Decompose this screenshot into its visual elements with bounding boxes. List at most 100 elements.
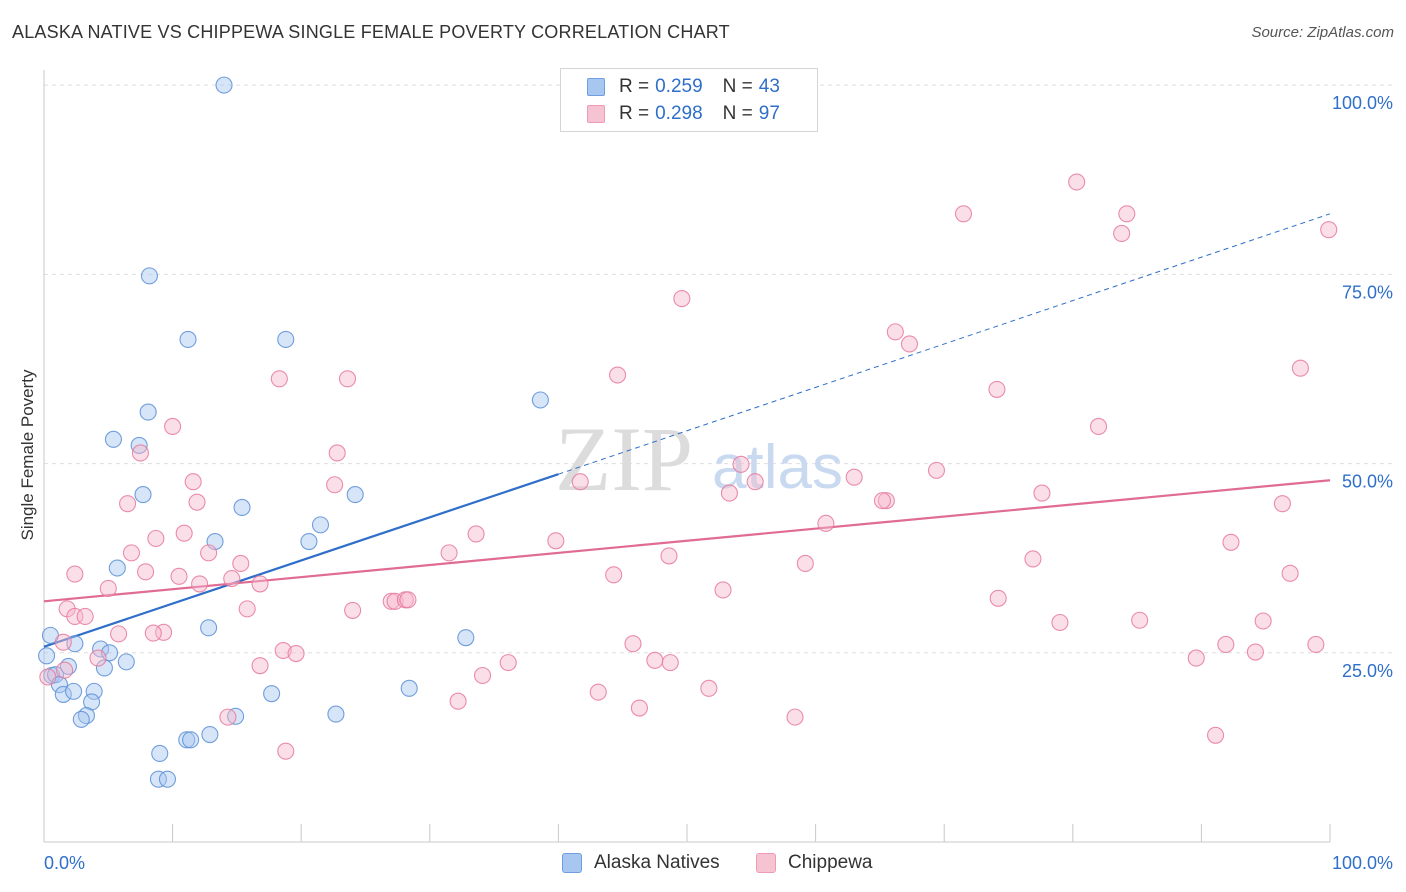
chippewa-point: [54, 633, 72, 651]
chippewa-point: [845, 468, 863, 486]
chippewa-point: [732, 455, 750, 473]
chippewa-point: [746, 473, 764, 491]
chippewa-point: [1206, 726, 1225, 744]
alaska-natives-point: [85, 682, 103, 700]
chippewa-swatch: [756, 853, 776, 873]
chippewa-point: [122, 544, 140, 562]
y-tick-label: 75.0%: [1342, 282, 1393, 302]
legend-item-chippewa: Chippewa: [756, 852, 873, 874]
chippewa-point: [200, 544, 218, 562]
chippewa-point: [547, 532, 565, 550]
chippewa-point: [1246, 643, 1264, 661]
chippewa-point: [796, 554, 814, 573]
alaska-natives-point: [346, 486, 364, 504]
legend-label: Chippewa: [788, 852, 873, 873]
alaska-natives-point: [104, 430, 122, 448]
chippewa-point: [39, 668, 57, 686]
alaska-natives-point: [200, 619, 218, 637]
chippewa-point: [119, 495, 137, 513]
chippewa-point: [1254, 612, 1272, 630]
chippewa-point: [1131, 611, 1149, 629]
chippewa-point: [147, 529, 165, 548]
chippewa-point: [1118, 205, 1136, 223]
chippewa-point: [277, 742, 295, 760]
chippewa-point: [646, 651, 664, 669]
n-value: 97: [758, 103, 780, 124]
alaska-natives-point: [327, 705, 345, 723]
chippewa-point: [499, 654, 517, 672]
tick-labels: 25.0% 50.0% 75.0% 100.0% 0.0% 100.0%: [44, 93, 1393, 873]
chippewa-point: [1273, 495, 1291, 513]
chippewa-point: [1217, 635, 1235, 654]
chippewa-point: [817, 514, 835, 532]
alaska-natives-point: [54, 685, 72, 703]
alaska-natives-point: [179, 330, 197, 348]
alaska-natives-point: [201, 725, 219, 744]
chippewa-point: [661, 654, 679, 672]
alaska-natives-point: [65, 682, 83, 700]
chippewa-point: [1222, 533, 1240, 551]
chippewa-point: [164, 417, 182, 436]
chippewa-point: [786, 708, 804, 726]
alaska-natives-point: [457, 629, 475, 647]
chippewa-point: [1113, 224, 1131, 243]
chippewa-point: [175, 524, 193, 542]
chippewa-point: [66, 607, 84, 626]
trend-lines: [43, 213, 1331, 648]
x-tick-label: 100.0%: [1332, 853, 1393, 873]
chippewa-point: [144, 624, 162, 642]
alaska-natives-point: [531, 391, 549, 409]
chippewa-point: [1307, 635, 1325, 654]
chippewa-point: [609, 366, 627, 384]
chippewa-point: [326, 476, 344, 494]
legend-label: Alaska Natives: [594, 852, 720, 873]
chippewa-point: [700, 679, 718, 697]
alaska-natives-trend-extension: [558, 213, 1331, 475]
alaska-natives-swatch: [562, 853, 582, 873]
chippewa-point: [1187, 649, 1205, 667]
chippewa-point: [1281, 564, 1299, 582]
chippewa-point: [1291, 359, 1309, 377]
alaska-natives-point: [311, 516, 330, 534]
alaska-natives-point: [117, 653, 135, 671]
alaska-natives-point: [182, 731, 200, 749]
x-tick-label: 0.0%: [44, 853, 85, 873]
chippewa-point: [1068, 173, 1086, 191]
chippewa-point: [338, 370, 357, 388]
chippewa-point: [673, 290, 691, 308]
alaska-natives-point: [178, 731, 196, 749]
chippewa-point: [449, 692, 467, 710]
chippewa-swatch: [587, 105, 605, 123]
chippewa-point: [251, 575, 269, 593]
chippewa-point: [191, 575, 209, 593]
chippewa-point: [232, 554, 250, 573]
chippewa-point: [1320, 221, 1338, 239]
chippewa-point: [1051, 613, 1069, 632]
alaska-natives-point: [134, 486, 152, 504]
alaska-natives-point: [215, 76, 233, 94]
r-value: 0.259: [655, 76, 703, 97]
chippewa-point: [188, 493, 206, 511]
alaska-natives-point: [139, 403, 157, 421]
alaska-natives-point: [108, 559, 126, 577]
correlation-legend: R = 0.259 N = 43 R = 0.298 N = 97: [560, 68, 818, 132]
alaska-natives-point: [140, 267, 159, 285]
alaska-natives-point: [277, 330, 295, 348]
alaska-natives-point: [263, 685, 281, 703]
chippewa-point: [274, 641, 292, 660]
alaska-natives-point: [149, 770, 168, 788]
n-label: N =: [722, 76, 753, 97]
chippewa-point: [399, 591, 417, 609]
chart-title: ALASKA NATIVE VS CHIPPEWA SINGLE FEMALE …: [12, 22, 730, 42]
data-points: [38, 76, 1338, 788]
chippewa-point: [219, 708, 237, 726]
source-label: Source: ZipAtlas.com: [1251, 24, 1394, 41]
n-label: N =: [722, 103, 753, 124]
chippewa-point: [89, 649, 107, 667]
chippewa-point: [66, 565, 84, 583]
chippewa-point: [954, 205, 973, 223]
alaska-swatch: [587, 78, 605, 96]
chippewa-point: [630, 699, 648, 717]
chippewa-point: [131, 444, 149, 462]
n-value: 43: [758, 76, 780, 97]
